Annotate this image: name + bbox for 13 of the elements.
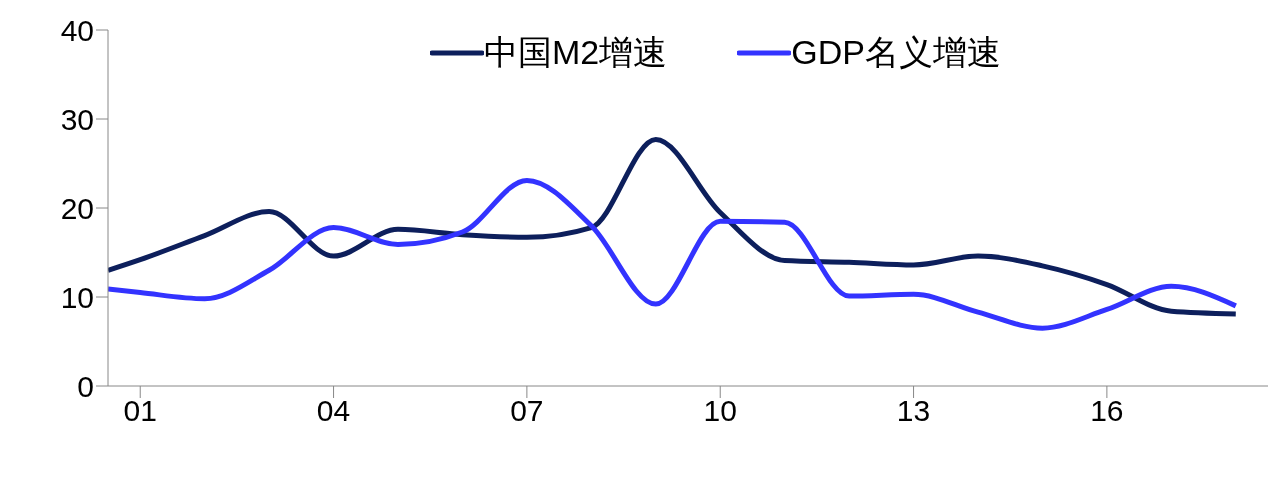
y-tick-label: 40 <box>60 13 94 47</box>
x-tick-label: 04 <box>316 394 351 428</box>
x-tick-label: 16 <box>1090 394 1124 428</box>
y-tick-label: 0 <box>77 369 94 403</box>
legend-label: GDP名义增速 <box>791 32 1001 73</box>
y-tick-label: 30 <box>60 102 94 136</box>
y-tick-label: 10 <box>60 280 94 314</box>
y-tick-label: 20 <box>60 191 94 225</box>
legend-label: 中国M2增速 <box>484 32 668 73</box>
x-tick-label: 01 <box>123 394 157 428</box>
x-tick-label: 13 <box>896 394 931 428</box>
x-tick-label: 07 <box>510 394 544 428</box>
x-tick-label: 10 <box>703 394 737 428</box>
